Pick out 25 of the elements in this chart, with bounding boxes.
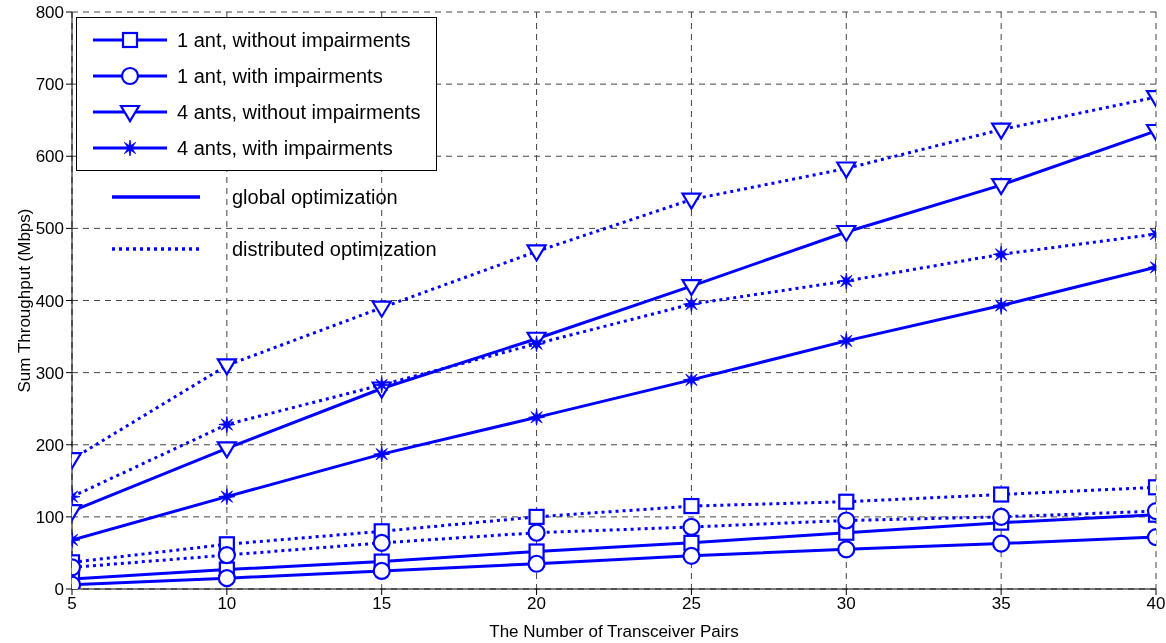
y-tick-label: 600 bbox=[35, 147, 64, 167]
annotation: global optimization bbox=[232, 185, 398, 209]
y-axis-title: Sum Throughput (Mbps) bbox=[15, 208, 35, 393]
y-tick-label: 800 bbox=[35, 3, 64, 23]
x-tick-label: 40 bbox=[1146, 594, 1166, 614]
annotation: distributed optimization bbox=[232, 237, 437, 261]
legend-label: 4 ants, without impairments bbox=[177, 100, 421, 124]
legend-label: 1 ant, with impairments bbox=[177, 64, 383, 88]
legend-label: 4 ants, with impairments bbox=[177, 136, 393, 160]
x-tick-label: 5 bbox=[67, 594, 77, 614]
y-tick-label: 500 bbox=[35, 219, 64, 239]
y-tick-label: 0 bbox=[54, 580, 64, 600]
y-tick-label: 700 bbox=[35, 75, 64, 95]
x-tick-label: 10 bbox=[217, 594, 237, 614]
y-tick-label: 400 bbox=[35, 291, 64, 311]
x-tick-label: 20 bbox=[527, 594, 547, 614]
y-tick-label: 100 bbox=[35, 507, 64, 527]
x-tick-label: 25 bbox=[681, 594, 701, 614]
x-axis-title: The Number of Transceiver Pairs bbox=[489, 622, 739, 641]
x-tick-label: 35 bbox=[991, 594, 1011, 614]
legend-label: 1 ant, without impairments bbox=[177, 28, 411, 52]
y-tick-label: 300 bbox=[35, 363, 64, 383]
y-tick-label: 200 bbox=[35, 435, 64, 455]
x-tick-label: 15 bbox=[372, 594, 392, 614]
x-tick-label: 30 bbox=[836, 594, 856, 614]
